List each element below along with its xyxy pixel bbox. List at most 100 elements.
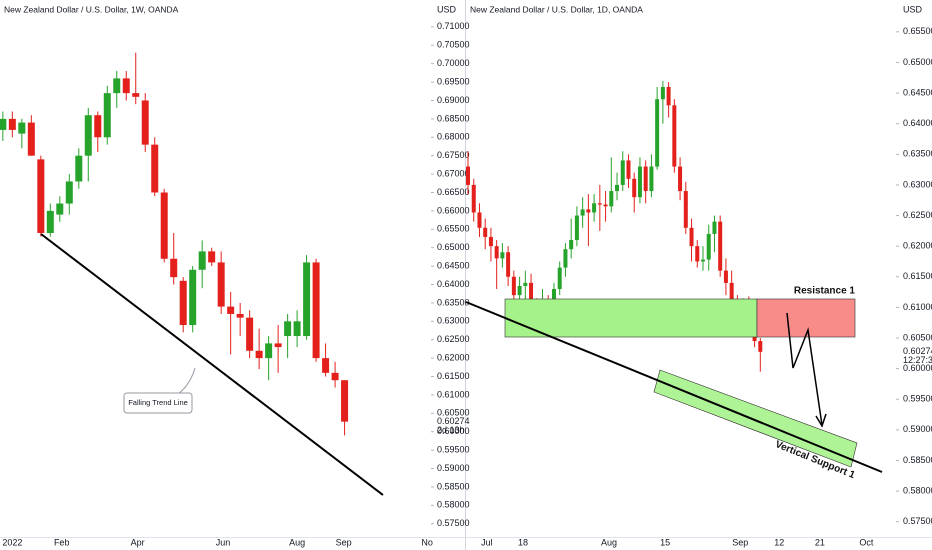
y-tick-label: 0.62500	[903, 210, 932, 220]
trend-line	[465, 301, 883, 473]
y-tick-label: 0.61500	[437, 371, 470, 381]
y-tick-label: 0.67500	[437, 150, 470, 160]
y-tick-label: 0.60500	[437, 408, 470, 418]
axis-unit: USD	[437, 4, 457, 14]
y-tick-label: 0.65500	[903, 26, 932, 36]
candle-body	[597, 203, 602, 205]
y-tick-label: 0.65000	[903, 57, 932, 67]
chart-title: New Zealand Dollar / U.S. Dollar, 1W, OA…	[4, 4, 179, 14]
y-tick-label: 0.60500	[903, 332, 932, 342]
y-tick-label: 0.70500	[437, 40, 470, 50]
candle-body	[655, 99, 660, 167]
last-price-label: 0.60274	[903, 346, 932, 356]
axis-unit: USD	[903, 4, 923, 14]
candle-body	[494, 246, 499, 259]
candle-body	[718, 221, 723, 271]
candle-body	[284, 321, 292, 337]
y-tick-label: 0.63000	[903, 179, 932, 189]
y-tick-label: 0.64500	[903, 87, 932, 97]
x-tick-label: Jul	[481, 537, 493, 547]
candle-body	[609, 191, 614, 207]
candle-body	[179, 280, 187, 325]
candle-body	[666, 86, 671, 106]
x-tick-label: 12	[774, 537, 784, 547]
candle-body	[322, 358, 330, 373]
x-tick-label: 18	[518, 537, 528, 547]
y-tick-label: 0.66000	[437, 205, 470, 215]
candle-body	[649, 166, 654, 192]
y-tick-label: 0.60000	[903, 363, 932, 373]
candle-body	[122, 78, 130, 94]
candle-body	[103, 93, 111, 138]
candle-body	[626, 160, 631, 179]
candle-body	[574, 215, 579, 241]
x-tick-label: No	[421, 537, 433, 547]
candle-body	[236, 313, 244, 318]
y-tick-label: 0.69500	[437, 76, 470, 86]
candle-body	[160, 192, 168, 259]
y-tick-label: 0.68000	[437, 132, 470, 142]
candle-body	[37, 159, 45, 233]
y-tick-label: 0.62000	[903, 241, 932, 251]
y-tick-label: 0.66500	[437, 187, 470, 197]
candle-body	[189, 269, 197, 325]
last-price-label: 0.60274	[437, 416, 470, 426]
candle-body	[27, 122, 35, 156]
y-tick-label: 0.58000	[437, 500, 470, 510]
candle-body	[706, 233, 711, 260]
candle-body	[217, 262, 225, 307]
annotation: Falling Trend Line	[128, 398, 188, 407]
x-tick-label: 2022	[2, 537, 22, 547]
y-tick-label: 0.59000	[437, 463, 470, 473]
support-zone	[504, 298, 758, 338]
candle-body	[672, 105, 677, 167]
candle-body	[586, 209, 591, 213]
candle-body	[331, 372, 339, 381]
candle-body	[303, 262, 311, 337]
candle-body	[632, 178, 637, 198]
candle-body	[208, 251, 216, 263]
candle-body	[94, 115, 102, 138]
x-tick-label: Aug	[289, 537, 305, 547]
y-tick-label: 0.61500	[903, 271, 932, 281]
y-tick-label: 0.62000	[437, 352, 470, 362]
y-tick-label: 0.65500	[437, 224, 470, 234]
candle-body	[274, 343, 282, 348]
x-tick-label: Oct	[859, 537, 874, 547]
y-tick-label: 0.65000	[437, 242, 470, 252]
annotation: Resistance 1	[794, 286, 856, 297]
support-channel	[653, 369, 858, 468]
candle-body	[488, 236, 493, 247]
y-tick-label: 0.61000	[437, 389, 470, 399]
candle-body	[643, 166, 648, 192]
y-tick-label: 0.63000	[437, 316, 470, 326]
arrow-head	[815, 413, 827, 428]
y-tick-label: 0.63500	[903, 149, 932, 159]
candle-body	[569, 240, 574, 250]
y-tick-label: 0.64000	[437, 279, 470, 289]
y-tick-label: 0.67000	[437, 168, 470, 178]
candle-body	[18, 122, 26, 134]
x-tick-label: Sep	[336, 537, 352, 547]
candle-body	[46, 210, 54, 233]
candle-body	[227, 306, 235, 314]
y-tick-label: 0.60000	[437, 426, 470, 436]
candle-body	[723, 270, 728, 283]
trend-line	[40, 233, 384, 496]
candle-body	[246, 317, 254, 351]
candle-body	[170, 258, 178, 278]
candle-body	[712, 221, 717, 234]
candle-body	[466, 166, 471, 185]
y-tick-label: 0.61000	[903, 302, 932, 312]
candle-body	[506, 252, 511, 277]
candle-body	[557, 267, 562, 290]
candle-body	[141, 100, 149, 145]
chart-title: New Zealand Dollar / U.S. Dollar, 1D, OA…	[470, 4, 643, 14]
candle-body	[758, 341, 763, 352]
candle-body	[151, 144, 159, 193]
y-tick-label: 0.59500	[437, 445, 470, 455]
candle-body	[8, 118, 16, 130]
candle-body	[620, 160, 625, 185]
callout-box	[123, 392, 193, 414]
candle-body	[592, 203, 597, 213]
